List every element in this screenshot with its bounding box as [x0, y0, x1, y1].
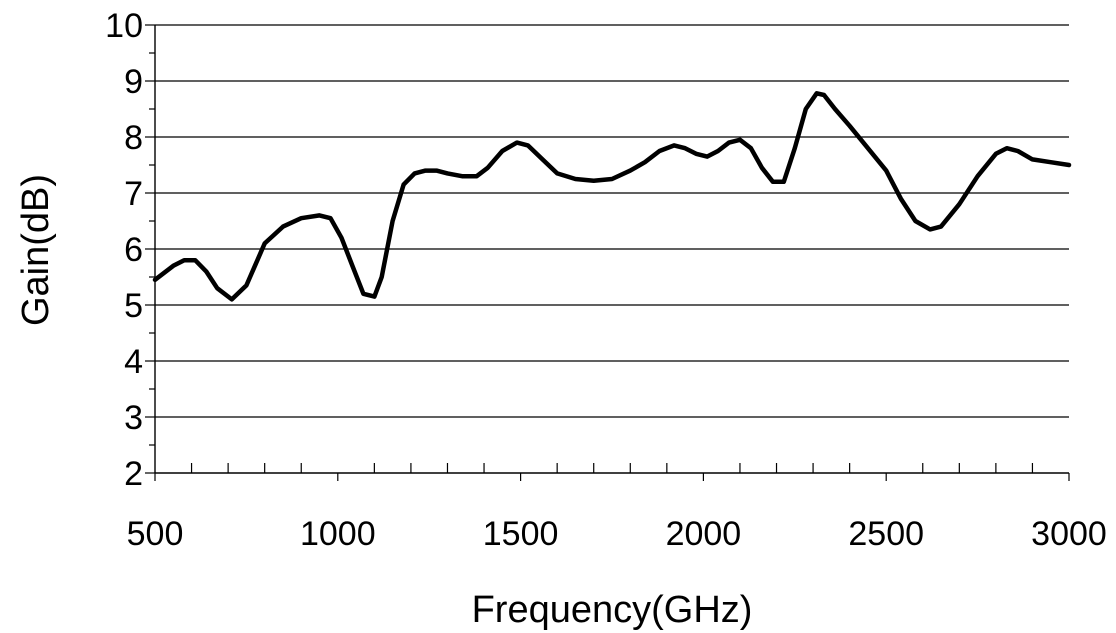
y-tick-label: 3 — [124, 399, 143, 437]
series-layer — [152, 91, 1072, 302]
y-tick-label: 9 — [124, 63, 143, 101]
y-tick-label: 7 — [124, 175, 143, 213]
x-tick-label: 1500 — [483, 515, 559, 553]
y-tick-label: 4 — [124, 343, 143, 381]
y-tick-label: 2 — [124, 455, 143, 493]
minor-ticks — [149, 52, 1034, 473]
tick-labels: 2 3 4 5 6 7 8 9 10 500 1000 1500 2000 2500 3000 — [105, 7, 1107, 553]
y-tick-label: 6 — [124, 231, 143, 269]
y-axis-label: Gain(dB) — [15, 174, 57, 326]
gain-series-line — [152, 91, 1072, 302]
y-tick-label: 8 — [124, 119, 143, 157]
x-tick-label: 3000 — [1031, 515, 1107, 553]
y-tick-label: 5 — [124, 287, 143, 325]
axes-layer — [145, 24, 1070, 481]
y-tick-label: 10 — [105, 7, 143, 45]
x-axis-label: Frequency(GHz) — [472, 589, 753, 631]
x-tick-label: 2500 — [848, 515, 924, 553]
grid-layer — [155, 24, 1069, 418]
x-tick-label: 2000 — [666, 515, 742, 553]
x-tick-label: 1000 — [300, 515, 376, 553]
x-tick-label: 500 — [127, 515, 184, 553]
